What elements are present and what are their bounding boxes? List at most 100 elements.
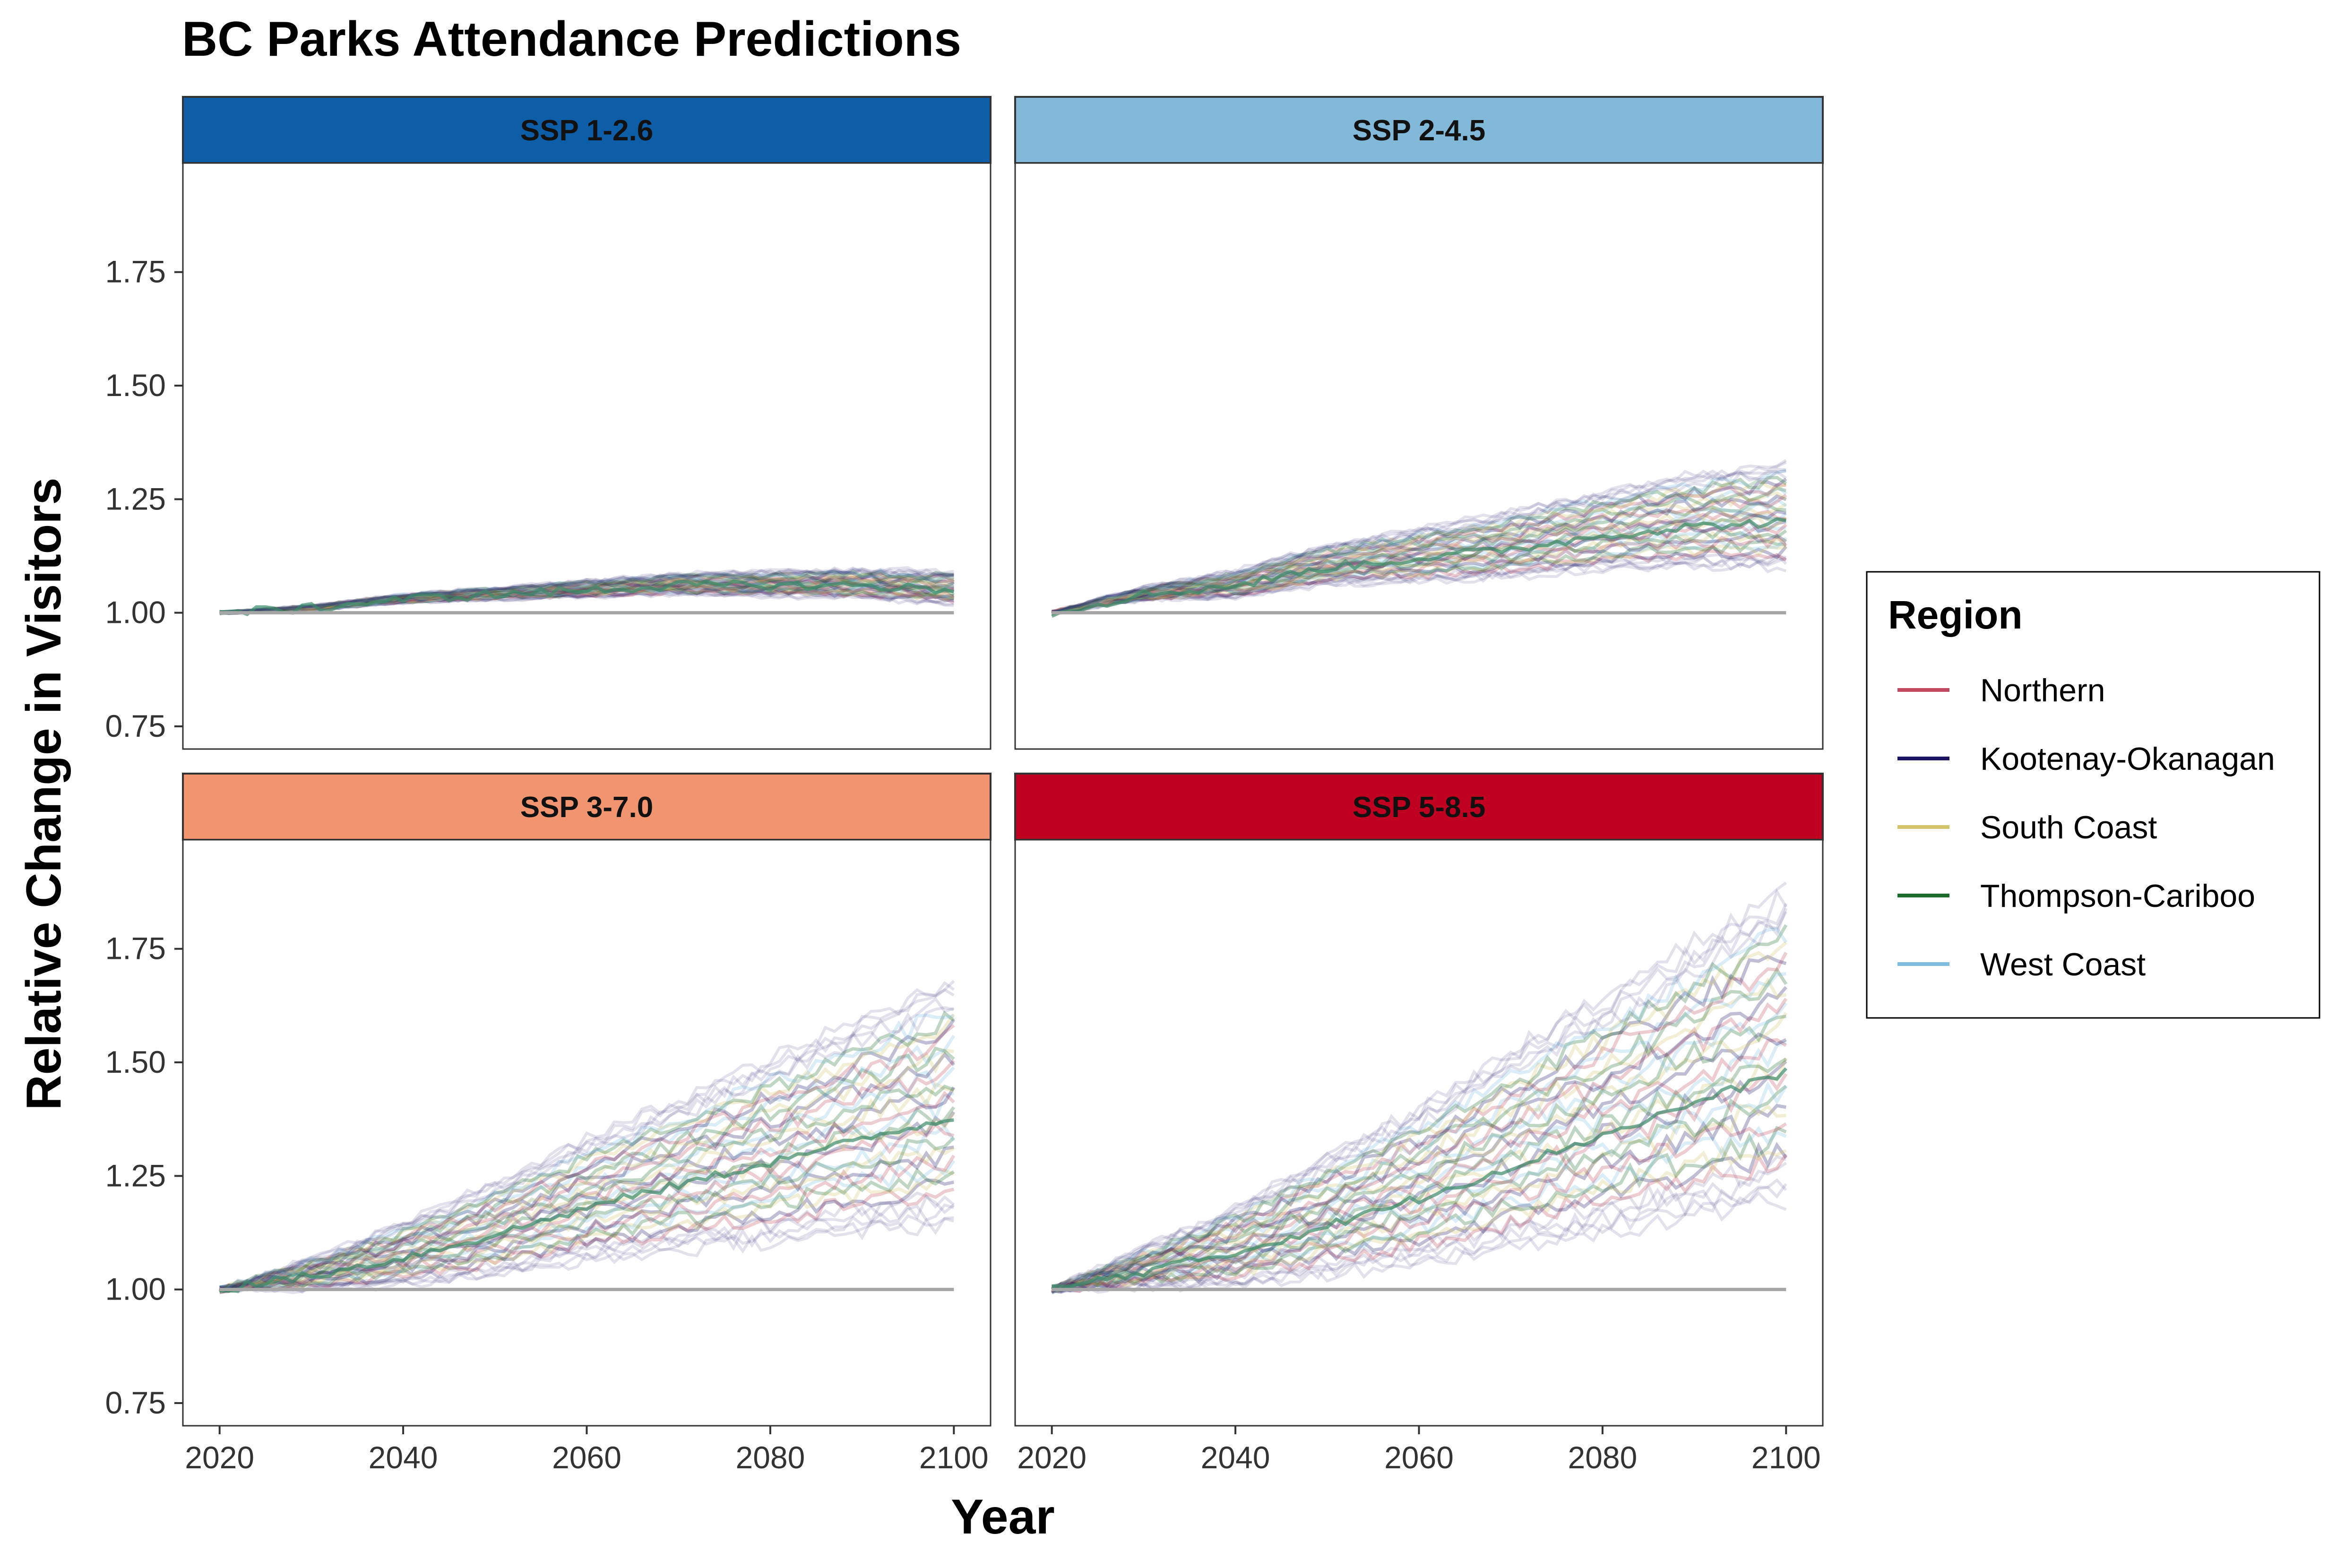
series-line: [1052, 477, 1787, 614]
series-line: [219, 1167, 955, 1293]
facet-panel: SSP 5-8.5 2020 2040 2060 2080 2100: [1014, 773, 1824, 1475]
legend-label: West Coast: [1980, 947, 2146, 982]
x-tick-label: 2040: [369, 1440, 438, 1475]
x-axis-title: Year: [951, 1490, 1055, 1544]
series-line: [219, 1018, 956, 1289]
series-line: [218, 1010, 955, 1293]
series-line: [219, 997, 955, 1289]
series-line: [1051, 468, 1787, 616]
series-line: [219, 567, 954, 615]
plot-area: [1014, 162, 1824, 750]
legend-entry: West Coast: [1897, 947, 2146, 982]
series-line: [219, 1091, 955, 1289]
chart-title: BC Parks Attendance Predictions: [182, 12, 961, 67]
series-line-center: [219, 1118, 954, 1293]
series-line: [1052, 927, 1788, 1288]
series-line: [1051, 483, 1786, 614]
series-line: [1051, 972, 1786, 1295]
series-line: [1052, 1162, 1787, 1293]
x-tick-label: 2060: [552, 1440, 621, 1475]
series-line: [1051, 955, 1787, 1289]
x-tick-label: 2080: [735, 1440, 805, 1475]
series-line: [219, 1203, 955, 1294]
series-line: [1051, 1038, 1787, 1289]
series-line: [1052, 531, 1787, 613]
series-line: [1051, 475, 1787, 616]
series-line: [218, 1154, 956, 1293]
series-line: [219, 1085, 955, 1292]
series-line: [1052, 459, 1787, 614]
series-line: [1051, 493, 1787, 614]
facet-strip: [1014, 773, 1824, 841]
series-line: [1051, 461, 1787, 614]
legend-entry: South Coast: [1897, 810, 2157, 845]
series-group: [218, 980, 956, 1294]
series-group: [1051, 459, 1787, 618]
series-line: [1052, 1126, 1787, 1293]
series-line: [1051, 977, 1786, 1294]
y-tick-label: 1.75: [105, 931, 166, 966]
series-line: [219, 566, 954, 614]
series-line: [1052, 1103, 1786, 1294]
series-line: [1052, 1145, 1787, 1290]
series-group: [219, 566, 955, 616]
series-line: [1052, 907, 1788, 1291]
y-tick-label: 1.25: [105, 481, 166, 516]
series-line: [1051, 986, 1787, 1291]
series-line: [219, 1194, 955, 1293]
series-line: [219, 1188, 955, 1294]
series-line: [219, 1145, 954, 1292]
series-line: [1052, 1012, 1788, 1292]
y-tick-label: 0.75: [105, 708, 166, 743]
legend-label: Northern: [1980, 672, 2105, 708]
y-tick-label: 1.00: [105, 1272, 166, 1307]
x-tick-label: 2060: [1384, 1440, 1454, 1475]
series-line: [1052, 553, 1787, 615]
series-line: [219, 1178, 955, 1292]
series-line: [1051, 497, 1787, 614]
series-line: [219, 568, 954, 614]
y-tick-label: 1.75: [105, 254, 166, 289]
series-line: [219, 1146, 955, 1293]
series-line: [219, 1214, 955, 1294]
series-group: [1051, 881, 1788, 1295]
series-line: [219, 1216, 954, 1294]
series-line: [219, 1046, 955, 1289]
series-line: [1052, 1057, 1787, 1289]
facet-strip-label: SSP 2-4.5: [1353, 114, 1485, 147]
series-line: [219, 567, 954, 615]
series-line: [219, 981, 955, 1291]
series-line: [1052, 502, 1786, 614]
series-line: [1052, 1142, 1788, 1292]
series-line: [1052, 924, 1788, 1292]
series-line: [219, 570, 954, 614]
facet-strip-label: SSP 1-2.6: [520, 114, 653, 147]
series-line: [1051, 503, 1787, 615]
series-line: [1052, 1122, 1787, 1292]
facet-panel: SSP 2-4.5: [1014, 96, 1824, 750]
series-line: [1051, 998, 1788, 1293]
series-line: [1051, 911, 1787, 1294]
series-line: [219, 980, 955, 1292]
facet-panel: SSP 3-7.0 0.75 1.00 1.25 1.50 1.75 2020 2040 206…: [105, 773, 992, 1475]
legend-entry: Kootenay-Okanagan: [1897, 741, 2275, 777]
series-line: [219, 574, 955, 614]
x-tick-label: 2100: [919, 1440, 989, 1475]
series-line: [219, 575, 954, 614]
series-line: [218, 1048, 954, 1294]
series-line: [218, 1060, 955, 1293]
series-line: [219, 1082, 955, 1292]
series-line: [1052, 508, 1786, 615]
y-tick-label: 1.25: [105, 1158, 166, 1193]
series-line: [219, 1112, 956, 1292]
y-axis-title: Relative Change in Visitors: [17, 478, 71, 1111]
series-line: [219, 1091, 955, 1292]
series-line: [1052, 1126, 1787, 1290]
series-line: [1051, 511, 1787, 614]
legend: Region Northern Kootenay-Okanagan South Co…: [1866, 571, 2320, 1019]
series-line: [1052, 941, 1787, 1289]
series-line: [219, 1168, 955, 1292]
series-line: [1052, 1178, 1787, 1293]
series-line: [219, 1066, 955, 1291]
series-line: [1052, 951, 1788, 1290]
